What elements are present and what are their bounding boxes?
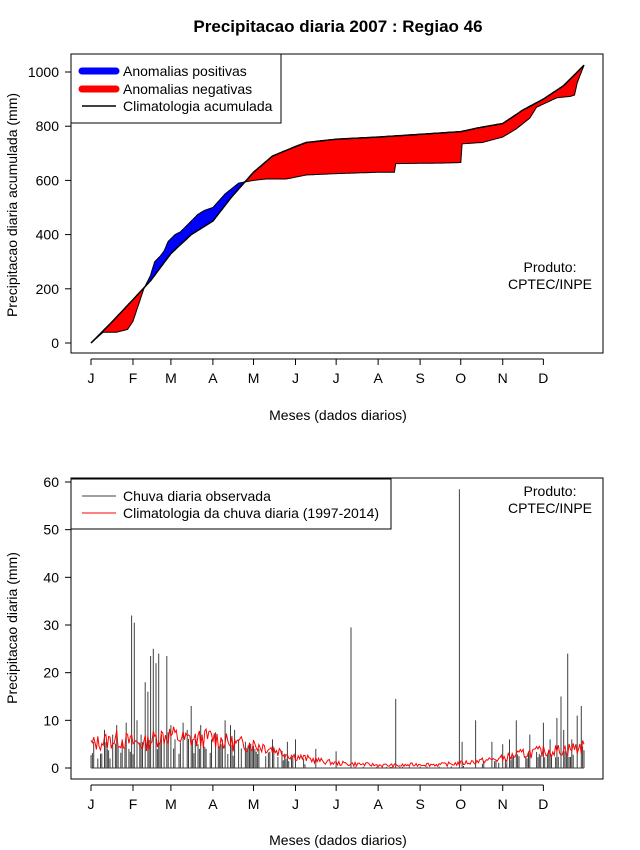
- x-top-tick-label-11: D: [538, 370, 548, 386]
- product-label-bottom-1: Produto:: [524, 483, 577, 499]
- x-top-tick-label-10: N: [498, 370, 508, 386]
- x-bottom-tick-label-8: S: [415, 796, 424, 812]
- y-top-tick-label-4: 800: [36, 118, 60, 134]
- y-axis-top: 0 200 400 600 800 1000: [28, 64, 72, 351]
- climatology-daily-line: [90, 726, 585, 769]
- y-top-tick-label-2: 400: [36, 227, 60, 243]
- x-bottom-tick-label-11: D: [538, 796, 548, 812]
- y-top-tick-label-0: 0: [51, 335, 59, 351]
- y-top-tick-label-3: 600: [36, 172, 60, 188]
- x-top-tick-label-7: A: [373, 370, 383, 386]
- legend-label-negative: Anomalias negativas: [123, 81, 252, 97]
- legend-label-climatology: Climatologia acumulada: [123, 98, 273, 114]
- x-top-tick-label-6: J: [333, 370, 340, 386]
- y-bottom-tick-label-0: 0: [51, 760, 59, 776]
- product-label-top-1: Produto:: [524, 259, 577, 275]
- y-axis-label-top: Precipitacao diaria acumulada (mm): [4, 93, 20, 317]
- x-bottom-tick-label-1: F: [129, 796, 138, 812]
- x-bottom-tick-label-2: M: [165, 796, 177, 812]
- x-top-tick-label-2: M: [165, 370, 177, 386]
- daily-chart: 0 10 20 30 40 50 60 J F M A M J J A S O N D Precipitacao …: [4, 474, 604, 848]
- y-bottom-tick-label-5: 50: [43, 522, 59, 538]
- y-bottom-tick-label-1: 10: [43, 712, 59, 728]
- legend-box-bottom: [70, 478, 392, 530]
- x-bottom-tick-label-4: M: [248, 796, 260, 812]
- y-bottom-tick-label-2: 20: [43, 665, 59, 681]
- x-top-tick-label-4: M: [248, 370, 260, 386]
- x-bottom-tick-label-6: J: [333, 796, 340, 812]
- x-top-tick-label-5: J: [292, 370, 299, 386]
- y-bottom-tick-label-3: 30: [43, 617, 59, 633]
- x-bottom-tick-label-5: J: [292, 796, 299, 812]
- y-axis-label-bottom: Precipitacao diaria (mm): [4, 552, 20, 704]
- x-top-tick-label-0: J: [88, 370, 95, 386]
- cumulative-chart: 0 200 400 600 800 1000 J F M A M J J A S O N D Precipita…: [4, 53, 604, 423]
- x-top-tick-label-9: O: [455, 370, 466, 386]
- x-axis-label-bottom: Meses (dados diarios): [269, 832, 407, 848]
- legend-bottom: Chuva diaria observada Climatologia da c…: [70, 478, 392, 530]
- y-top-tick-label-5: 1000: [28, 64, 59, 80]
- x-bottom-tick-label-9: O: [455, 796, 466, 812]
- climatology-cumulative-line: [90, 64, 585, 344]
- chart-title: Precipitacao diaria 2007 : Regiao 46: [193, 17, 482, 36]
- legend-label-observed: Chuva diaria observada: [123, 488, 271, 504]
- product-label-bottom-2: CPTEC/INPE: [508, 500, 592, 516]
- y-bottom-tick-label-4: 40: [43, 569, 59, 585]
- observed-daily-bars: [90, 489, 585, 769]
- y-axis-bottom: 0 10 20 30 40 50 60: [43, 474, 72, 776]
- legend-label-positive: Anomalias positivas: [123, 63, 247, 79]
- y-top-tick-label-1: 200: [36, 281, 60, 297]
- x-top-tick-label-1: F: [129, 370, 138, 386]
- x-top-tick-label-3: A: [208, 370, 218, 386]
- x-bottom-tick-label-7: A: [373, 796, 383, 812]
- x-bottom-tick-label-10: N: [498, 796, 508, 812]
- x-bottom-tick-label-3: A: [208, 796, 218, 812]
- x-bottom-tick-label-0: J: [88, 796, 95, 812]
- x-axis-label-top: Meses (dados diarios): [269, 407, 407, 423]
- x-top-tick-label-8: S: [415, 370, 424, 386]
- legend-label-daily-climatology: Climatologia da chuva diaria (1997-2014): [123, 505, 379, 521]
- y-bottom-tick-label-6: 60: [43, 474, 59, 490]
- product-label-top-2: CPTEC/INPE: [508, 276, 592, 292]
- legend-top: Anomalias positivas Anomalias negativas …: [70, 53, 282, 124]
